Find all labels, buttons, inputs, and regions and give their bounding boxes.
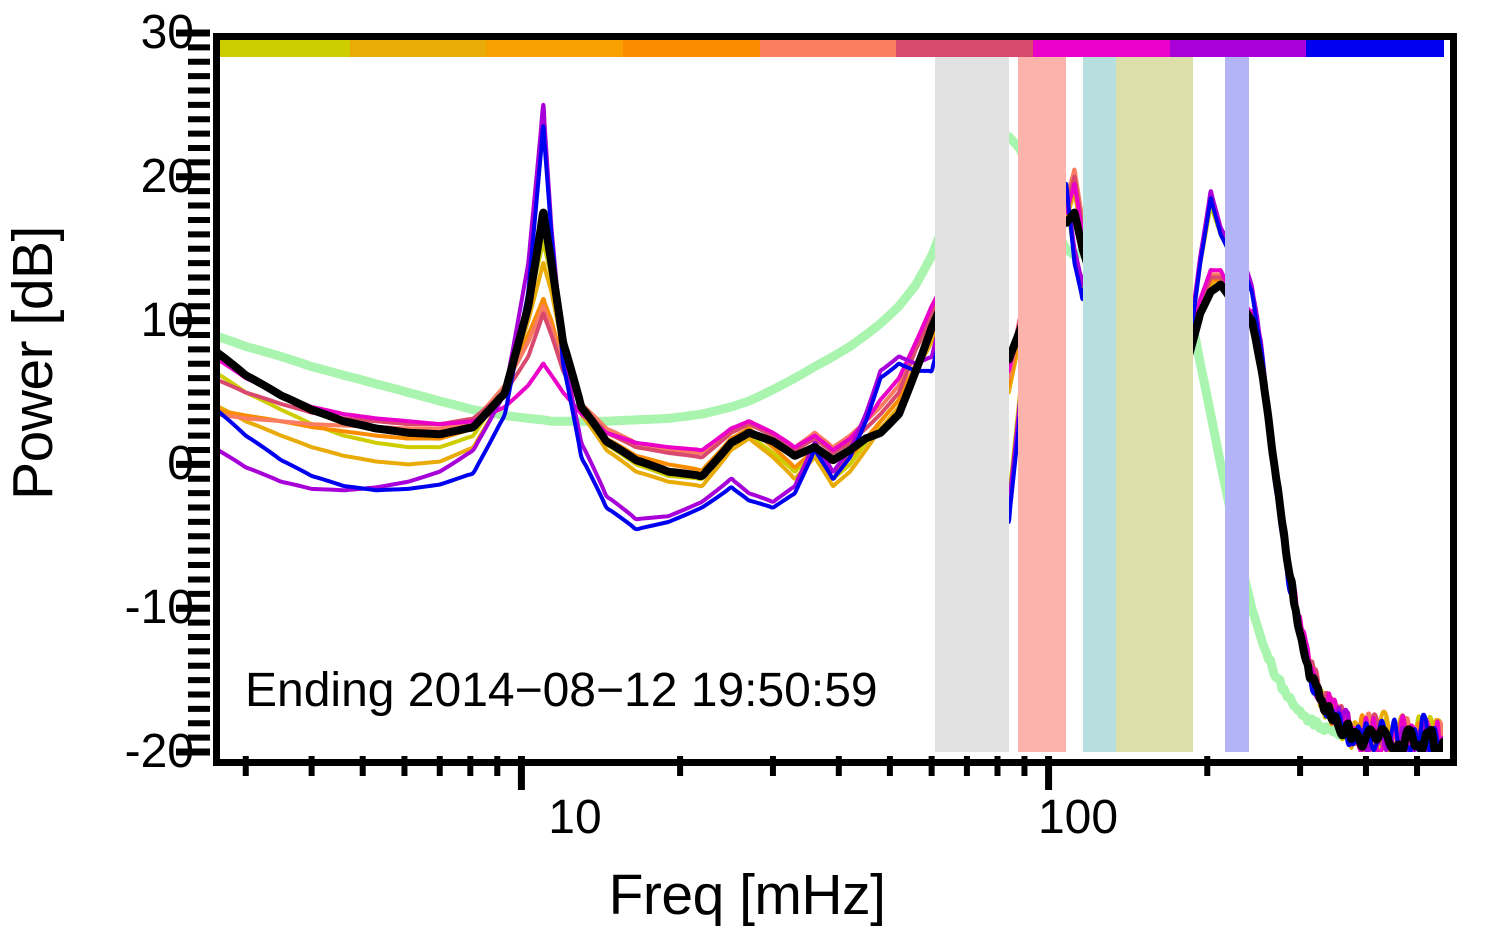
colorbar-segment-4	[623, 40, 761, 57]
plot-area: Ending 2014−08−12 19:50:59	[213, 33, 1443, 752]
band-gray	[935, 33, 1009, 752]
x-tick-label-10: 10	[548, 791, 602, 844]
colorbar-segment-2	[349, 40, 487, 57]
colorbar-segment-1	[213, 40, 351, 57]
colorbar-segment-8	[1169, 40, 1307, 57]
x-axis-title: Freq [mHz]	[608, 863, 886, 927]
colorbar-segment-7	[1033, 40, 1171, 57]
colorbar	[213, 40, 1444, 57]
band-pink	[1018, 33, 1067, 752]
band-lavender	[1224, 33, 1249, 752]
colorbar-segment-9	[1306, 40, 1444, 57]
colorbar-segment-5	[759, 40, 897, 57]
ending-timestamp-annotation: Ending 2014−08−12 19:50:59	[245, 664, 878, 717]
colorbar-segment-6	[896, 40, 1034, 57]
x-tick-label-100: 100	[1037, 791, 1119, 844]
band-cyan	[1082, 33, 1116, 752]
band-khaki	[1115, 33, 1194, 752]
colorbar-segment-3	[486, 40, 624, 57]
